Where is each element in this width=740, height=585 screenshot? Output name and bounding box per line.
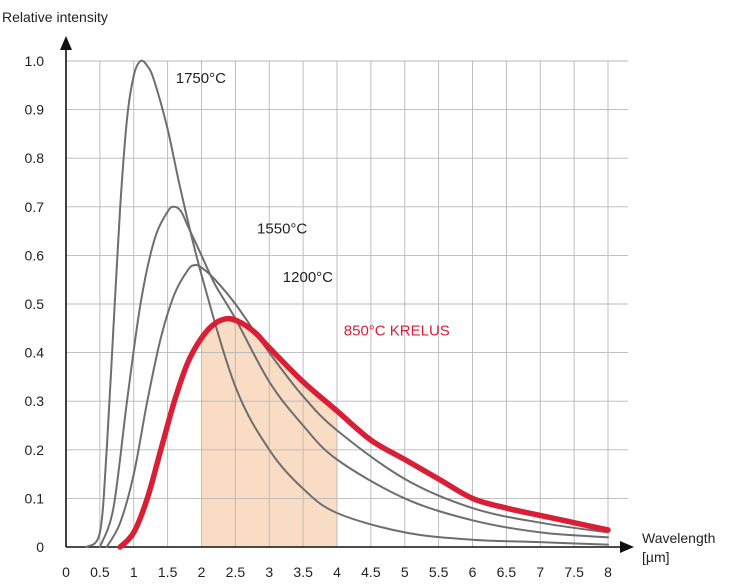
x-tick-label: 3 (265, 564, 273, 580)
y-tick-label: 0.7 (25, 199, 45, 215)
y-tick-label: 0.3 (25, 393, 45, 409)
x-tick-label: 2 (198, 564, 206, 580)
series-layer (85, 59, 611, 550)
y-tick-label: 0.1 (25, 490, 45, 506)
series-line-3 (117, 315, 611, 550)
x-tick-label: 4.5 (361, 564, 381, 580)
curve-label: 1200°C (283, 269, 333, 286)
x-axis-label-line1: Wavelength (642, 530, 715, 546)
curve-label: 850°C KRELUS (344, 323, 450, 340)
x-axis-label-line2: [µm] (642, 549, 670, 565)
y-tick-label: 0.9 (25, 102, 45, 118)
y-tick-label: 0.5 (25, 296, 45, 312)
x-tick-label: 4 (333, 564, 341, 580)
y-tick-label: 1.0 (25, 53, 45, 69)
series-line-2 (105, 263, 609, 548)
x-tick-label: 2.5 (226, 564, 246, 580)
y-axis-arrow-icon (60, 36, 72, 50)
x-tick-label: 7 (536, 564, 544, 580)
x-axis-arrow-icon (620, 541, 634, 553)
y-axis-label: Relative intensity (2, 9, 108, 25)
curve-label: 1550°C (257, 221, 307, 238)
grid-layer (66, 60, 628, 547)
x-tick-label: 1.5 (158, 564, 178, 580)
curve-label: 1750°C (176, 70, 226, 87)
y-tick-label: 0 (36, 539, 44, 555)
y-tick-label: 0.2 (25, 442, 45, 458)
x-tick-label: 5.5 (429, 564, 449, 580)
series-line-0 (85, 59, 609, 548)
x-tick-label: 1 (130, 564, 138, 580)
x-tick-label: 0 (62, 564, 70, 580)
x-tick-label: 5 (401, 564, 409, 580)
x-tick-label: 0.5 (90, 564, 110, 580)
y-tick-label: 0.4 (25, 345, 45, 361)
x-tick-label: 6 (469, 564, 477, 580)
x-tick-label: 8 (604, 564, 612, 580)
y-tick-label: 0.8 (25, 150, 45, 166)
axis-layer: 0 0.5 1 1.5 2 2.5 3 3.5 4 4.5 5 5.5 6 6.5 7 7.5 8 0 0.1 0.2… (2, 9, 715, 580)
x-tick-label: 6.5 (497, 564, 517, 580)
y-tick-label: 0.6 (25, 247, 45, 263)
x-tick-label: 7.5 (564, 564, 584, 580)
x-tick-label: 3.5 (293, 564, 313, 580)
label-layer: 1750°C 1550°C 1200°C 850°C KRELUS (176, 70, 450, 340)
series-line-1 (98, 205, 609, 548)
